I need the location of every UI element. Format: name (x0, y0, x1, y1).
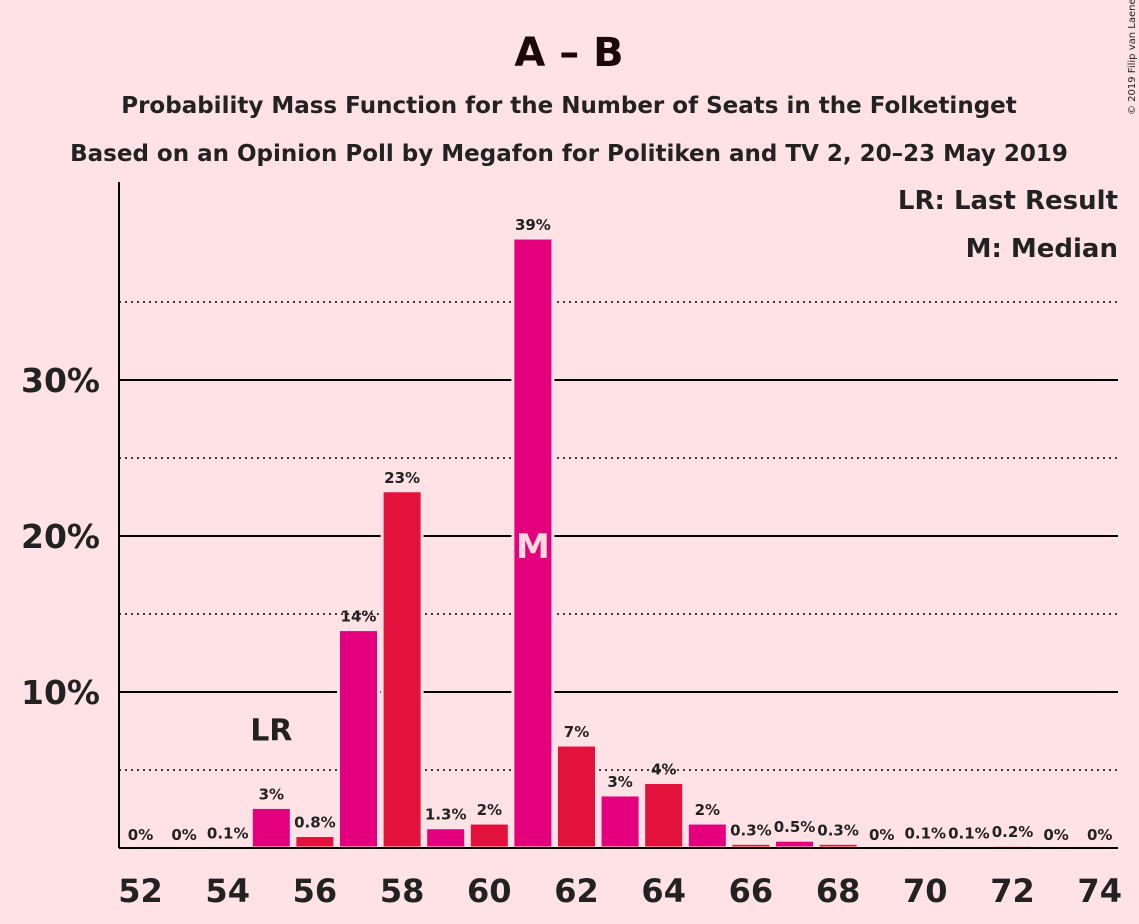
bar-label-60: 2% (477, 801, 502, 819)
bar-label-69: 0% (869, 826, 894, 844)
y-tick-label-20: 20% (21, 517, 100, 556)
bar-label-56: 0.8% (294, 814, 336, 832)
bar-label-55: 3% (259, 785, 284, 803)
bar-55 (249, 805, 293, 850)
bar-label-59: 1.3% (425, 806, 467, 824)
bar-label-72: 0.2% (992, 823, 1034, 841)
x-tick-label-70: 70 (903, 872, 948, 910)
bar-label-66: 0.3% (730, 821, 772, 839)
x-tick-label-58: 58 (380, 872, 425, 910)
x-tick-label-72: 72 (990, 872, 1035, 910)
bar-58 (380, 489, 424, 850)
bar-label-65: 2% (695, 801, 720, 819)
chart-title: A – B (514, 30, 623, 76)
x-tick-label-52: 52 (118, 872, 163, 910)
legend-last-result: LR: Last Result (898, 186, 1118, 216)
bar-label-67: 0.5% (774, 818, 816, 836)
y-tick-label-30: 30% (21, 361, 100, 400)
x-tick-label-62: 62 (554, 872, 599, 910)
x-tick-label-60: 60 (467, 872, 512, 910)
grid-lines (119, 301, 1118, 771)
bar-62 (555, 743, 598, 850)
bar-label-62: 7% (564, 723, 589, 741)
bar-label-74: 0% (1087, 826, 1112, 844)
copyright-note: © 2019 Filip van Laenen (1127, 0, 1138, 115)
y-tick-labels: 10% 20% 30% (21, 361, 100, 712)
x-tick-labels: 52 54 56 58 60 62 64 66 68 70 72 74 (118, 872, 1122, 910)
bar-57 (337, 628, 380, 850)
bar-56 (293, 834, 337, 850)
bar-59 (424, 826, 468, 850)
x-tick-label-74: 74 (1077, 872, 1122, 910)
x-tick-label-68: 68 (816, 872, 861, 910)
bar-label-73: 0% (1043, 826, 1068, 844)
bar-67 (773, 838, 816, 850)
median-marker: M (516, 527, 550, 567)
x-tick-label-56: 56 (293, 872, 338, 910)
bar-label-71: 0.1% (948, 824, 990, 842)
y-tick-label-10: 10% (21, 673, 100, 712)
axes (118, 182, 1118, 849)
chart-subtitle-2: Based on an Opinion Poll by Megafon for … (70, 141, 1068, 167)
bar-label-70: 0.1% (904, 824, 946, 842)
bar-60 (467, 821, 511, 850)
bar-63 (598, 793, 642, 850)
bar-label-61: 39% (515, 216, 551, 234)
bar-label-53: 0% (171, 826, 196, 844)
bar-label-68: 0.3% (817, 821, 859, 839)
legend-median: M: Median (966, 234, 1118, 264)
last-result-marker: LR (250, 713, 292, 748)
chart-subtitle-1: Probability Mass Function for the Number… (121, 93, 1017, 119)
bar-label-58: 23% (384, 469, 420, 487)
bar-label-64: 4% (651, 760, 676, 778)
bars (206, 236, 1034, 850)
bar-65 (685, 821, 729, 850)
x-tick-label-54: 54 (205, 872, 250, 910)
bar-64 (642, 780, 686, 850)
bar-label-57: 14% (341, 608, 377, 626)
bar-labels: 0% 0% 0.1% 3% 0.8% 14% 23% 1.3% 2% 39% 7% 3% 4% 2% 0.3… (128, 216, 1113, 844)
x-tick-label-66: 66 (729, 872, 774, 910)
bar-label-63: 3% (607, 773, 632, 791)
x-tick-label-64: 64 (641, 872, 686, 910)
bar-label-54: 0.1% (207, 824, 249, 842)
bar-label-52: 0% (128, 826, 153, 844)
